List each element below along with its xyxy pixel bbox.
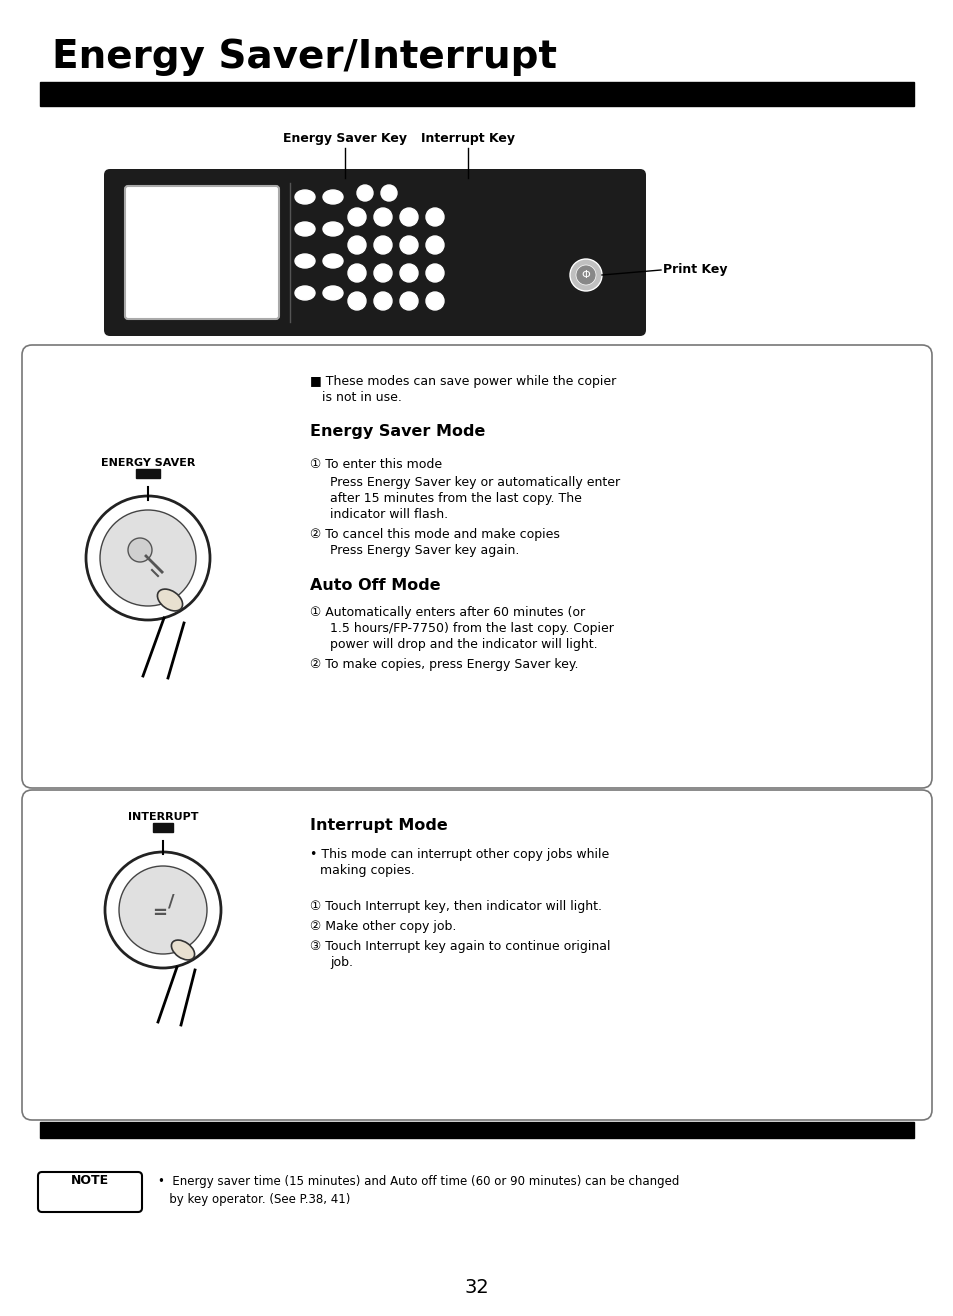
Ellipse shape xyxy=(323,222,343,236)
Text: ENERGY SAVER: ENERGY SAVER xyxy=(101,458,195,468)
Ellipse shape xyxy=(294,254,314,268)
Circle shape xyxy=(426,292,443,311)
Text: Auto Off Mode: Auto Off Mode xyxy=(310,578,440,594)
Text: =: = xyxy=(152,904,168,923)
Text: ■ These modes can save power while the copier: ■ These modes can save power while the c… xyxy=(310,375,616,388)
Text: ③ Touch Interrupt key again to continue original: ③ Touch Interrupt key again to continue … xyxy=(310,940,610,953)
Text: by key operator. (See P.38, 41): by key operator. (See P.38, 41) xyxy=(158,1194,350,1205)
FancyBboxPatch shape xyxy=(22,790,931,1120)
Text: Energy Saver Key: Energy Saver Key xyxy=(283,132,407,145)
Ellipse shape xyxy=(294,286,314,300)
Circle shape xyxy=(356,186,373,201)
Circle shape xyxy=(348,208,366,226)
Circle shape xyxy=(374,236,392,254)
Ellipse shape xyxy=(294,222,314,236)
Text: 1.5 hours/FP-7750) from the last copy. Copier: 1.5 hours/FP-7750) from the last copy. C… xyxy=(330,622,613,636)
Text: ② Make other copy job.: ② Make other copy job. xyxy=(310,920,456,933)
Text: ② To cancel this mode and make copies: ② To cancel this mode and make copies xyxy=(310,528,559,541)
Text: ① Automatically enters after 60 minutes (or: ① Automatically enters after 60 minutes … xyxy=(310,605,584,619)
Text: • This mode can interrupt other copy jobs while: • This mode can interrupt other copy job… xyxy=(310,848,609,861)
FancyBboxPatch shape xyxy=(125,186,278,318)
Text: is not in use.: is not in use. xyxy=(322,391,401,404)
Circle shape xyxy=(576,265,596,286)
Ellipse shape xyxy=(323,286,343,300)
Text: •  Energy saver time (15 minutes) and Auto off time (60 or 90 minutes) can be ch: • Energy saver time (15 minutes) and Aut… xyxy=(158,1175,679,1188)
Text: making copies.: making copies. xyxy=(319,865,415,876)
Circle shape xyxy=(348,292,366,311)
Text: ② To make copies, press Energy Saver key.: ② To make copies, press Energy Saver key… xyxy=(310,658,578,671)
Text: INTERRUPT: INTERRUPT xyxy=(128,812,198,822)
Circle shape xyxy=(426,208,443,226)
Text: power will drop and the indicator will light.: power will drop and the indicator will l… xyxy=(330,638,597,651)
FancyBboxPatch shape xyxy=(38,1173,142,1212)
Circle shape xyxy=(374,265,392,282)
Circle shape xyxy=(399,265,417,282)
Text: Print Key: Print Key xyxy=(662,263,727,276)
Text: 32: 32 xyxy=(464,1278,489,1298)
Text: NOTE: NOTE xyxy=(71,1174,109,1187)
Text: ① Touch Interrupt key, then indicator will light.: ① Touch Interrupt key, then indicator wi… xyxy=(310,900,601,913)
Text: Φ: Φ xyxy=(581,270,590,280)
Circle shape xyxy=(128,538,152,562)
Text: after 15 minutes from the last copy. The: after 15 minutes from the last copy. The xyxy=(330,492,581,505)
Text: indicator will flash.: indicator will flash. xyxy=(330,508,448,521)
Ellipse shape xyxy=(157,590,182,611)
Ellipse shape xyxy=(323,254,343,268)
Circle shape xyxy=(348,265,366,282)
Text: Interrupt Key: Interrupt Key xyxy=(420,132,515,145)
Circle shape xyxy=(426,236,443,254)
Text: Interrupt Mode: Interrupt Mode xyxy=(310,819,447,833)
Ellipse shape xyxy=(323,190,343,204)
Text: /: / xyxy=(168,894,174,911)
Bar xyxy=(40,1123,913,1138)
Bar xyxy=(40,82,913,107)
Bar xyxy=(152,822,172,832)
Ellipse shape xyxy=(172,940,194,959)
Circle shape xyxy=(399,208,417,226)
Text: Press Energy Saver key again.: Press Energy Saver key again. xyxy=(330,544,518,557)
Bar xyxy=(136,468,160,478)
Text: Energy Saver/Interrupt: Energy Saver/Interrupt xyxy=(52,38,557,76)
Circle shape xyxy=(86,496,210,620)
Text: job.: job. xyxy=(330,955,353,969)
FancyBboxPatch shape xyxy=(22,345,931,788)
Circle shape xyxy=(100,511,195,605)
Circle shape xyxy=(119,866,207,954)
Text: Press Energy Saver key or automatically enter: Press Energy Saver key or automatically … xyxy=(330,476,619,490)
Circle shape xyxy=(426,265,443,282)
Circle shape xyxy=(374,208,392,226)
Circle shape xyxy=(399,236,417,254)
Circle shape xyxy=(348,236,366,254)
Ellipse shape xyxy=(294,190,314,204)
FancyBboxPatch shape xyxy=(104,168,645,336)
Text: ① To enter this mode: ① To enter this mode xyxy=(310,458,441,471)
Text: Energy Saver Mode: Energy Saver Mode xyxy=(310,424,485,440)
Circle shape xyxy=(105,851,221,969)
Circle shape xyxy=(569,259,601,291)
Circle shape xyxy=(380,186,396,201)
Circle shape xyxy=(399,292,417,311)
Circle shape xyxy=(374,292,392,311)
